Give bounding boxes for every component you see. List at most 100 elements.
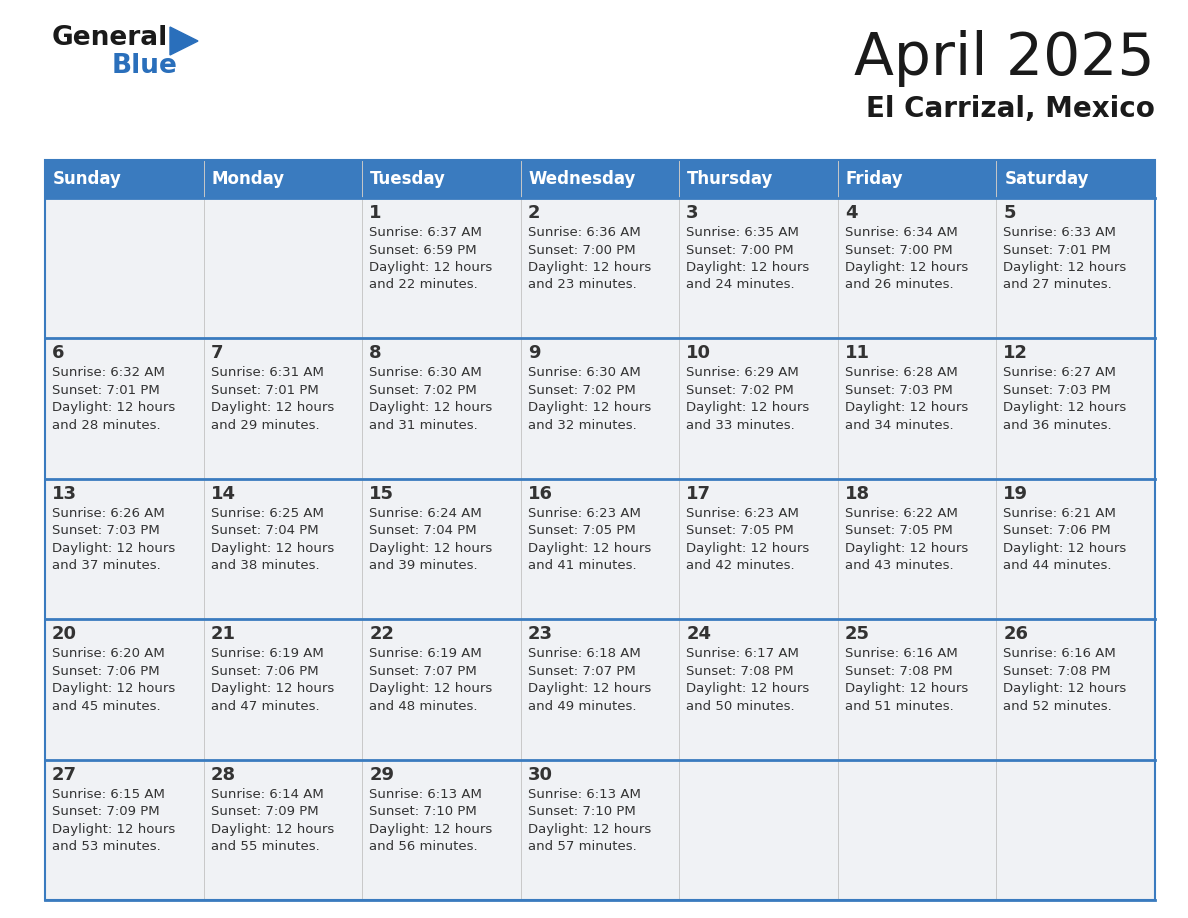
Text: Sunrise: 6:37 AM: Sunrise: 6:37 AM: [369, 226, 482, 239]
Text: and 57 minutes.: and 57 minutes.: [527, 840, 637, 853]
Bar: [203, 479, 362, 620]
Text: Sunset: 7:10 PM: Sunset: 7:10 PM: [369, 805, 476, 818]
Text: Sunrise: 6:14 AM: Sunrise: 6:14 AM: [210, 788, 323, 800]
Text: Daylight: 12 hours: Daylight: 12 hours: [1004, 542, 1126, 554]
Text: 17: 17: [687, 485, 712, 503]
Text: Sunrise: 6:13 AM: Sunrise: 6:13 AM: [527, 788, 640, 800]
Bar: [362, 339, 520, 479]
Text: Sunrise: 6:31 AM: Sunrise: 6:31 AM: [210, 366, 323, 379]
Text: Sunset: 7:03 PM: Sunset: 7:03 PM: [845, 384, 953, 397]
Text: Sunrise: 6:22 AM: Sunrise: 6:22 AM: [845, 507, 958, 520]
Text: 11: 11: [845, 344, 870, 363]
Bar: [362, 479, 520, 620]
Text: and 41 minutes.: and 41 minutes.: [527, 559, 637, 572]
Text: Sunset: 7:07 PM: Sunset: 7:07 PM: [527, 665, 636, 677]
Bar: [997, 620, 1155, 759]
Text: Sunset: 7:08 PM: Sunset: 7:08 PM: [1004, 665, 1111, 677]
Text: Daylight: 12 hours: Daylight: 12 hours: [52, 682, 176, 695]
Text: Daylight: 12 hours: Daylight: 12 hours: [1004, 261, 1126, 274]
Text: 22: 22: [369, 625, 394, 644]
Text: Daylight: 12 hours: Daylight: 12 hours: [210, 823, 334, 835]
Text: Daylight: 12 hours: Daylight: 12 hours: [369, 261, 492, 274]
Bar: [838, 339, 997, 479]
Text: Sunset: 7:05 PM: Sunset: 7:05 PM: [527, 524, 636, 537]
Text: Sunset: 7:06 PM: Sunset: 7:06 PM: [1004, 524, 1111, 537]
Text: Sunset: 7:00 PM: Sunset: 7:00 PM: [845, 243, 953, 256]
Bar: [45, 160, 1155, 900]
Bar: [45, 620, 203, 759]
Text: Sunrise: 6:36 AM: Sunrise: 6:36 AM: [527, 226, 640, 239]
Text: Sunrise: 6:35 AM: Sunrise: 6:35 AM: [687, 226, 800, 239]
Text: Daylight: 12 hours: Daylight: 12 hours: [1004, 682, 1126, 695]
Text: 16: 16: [527, 485, 552, 503]
Text: Sunrise: 6:34 AM: Sunrise: 6:34 AM: [845, 226, 958, 239]
Text: Sunset: 7:05 PM: Sunset: 7:05 PM: [687, 524, 794, 537]
Text: Friday: Friday: [846, 170, 904, 188]
Text: Sunset: 7:04 PM: Sunset: 7:04 PM: [369, 524, 476, 537]
Bar: [362, 620, 520, 759]
Text: 8: 8: [369, 344, 381, 363]
Text: Sunrise: 6:16 AM: Sunrise: 6:16 AM: [1004, 647, 1117, 660]
Text: Daylight: 12 hours: Daylight: 12 hours: [527, 261, 651, 274]
Text: 1: 1: [369, 204, 381, 222]
Text: 7: 7: [210, 344, 223, 363]
Text: 19: 19: [1004, 485, 1029, 503]
Bar: [997, 479, 1155, 620]
Text: Sunrise: 6:21 AM: Sunrise: 6:21 AM: [1004, 507, 1117, 520]
Text: Sunset: 7:09 PM: Sunset: 7:09 PM: [52, 805, 159, 818]
Text: 21: 21: [210, 625, 235, 644]
Bar: [680, 620, 838, 759]
Bar: [997, 160, 1155, 198]
Text: Sunrise: 6:30 AM: Sunrise: 6:30 AM: [527, 366, 640, 379]
Text: and 38 minutes.: and 38 minutes.: [210, 559, 320, 572]
Text: Sunset: 7:03 PM: Sunset: 7:03 PM: [52, 524, 159, 537]
Text: and 55 minutes.: and 55 minutes.: [210, 840, 320, 853]
Text: 23: 23: [527, 625, 552, 644]
Text: Thursday: Thursday: [688, 170, 773, 188]
Bar: [45, 160, 203, 198]
Text: and 52 minutes.: and 52 minutes.: [1004, 700, 1112, 712]
Bar: [838, 620, 997, 759]
Text: Daylight: 12 hours: Daylight: 12 hours: [52, 823, 176, 835]
Text: Daylight: 12 hours: Daylight: 12 hours: [845, 682, 968, 695]
Text: 29: 29: [369, 766, 394, 784]
Text: 30: 30: [527, 766, 552, 784]
Bar: [520, 198, 680, 339]
Bar: [680, 339, 838, 479]
Text: Sunrise: 6:16 AM: Sunrise: 6:16 AM: [845, 647, 958, 660]
Text: Sunrise: 6:27 AM: Sunrise: 6:27 AM: [1004, 366, 1117, 379]
Text: and 37 minutes.: and 37 minutes.: [52, 559, 160, 572]
Text: Daylight: 12 hours: Daylight: 12 hours: [527, 682, 651, 695]
Text: April 2025: April 2025: [854, 30, 1155, 87]
Text: and 36 minutes.: and 36 minutes.: [1004, 419, 1112, 431]
Text: Sunrise: 6:28 AM: Sunrise: 6:28 AM: [845, 366, 958, 379]
Text: Sunrise: 6:23 AM: Sunrise: 6:23 AM: [527, 507, 640, 520]
Bar: [362, 759, 520, 900]
Text: Sunset: 6:59 PM: Sunset: 6:59 PM: [369, 243, 476, 256]
Text: and 45 minutes.: and 45 minutes.: [52, 700, 160, 712]
Text: and 29 minutes.: and 29 minutes.: [210, 419, 320, 431]
Text: and 53 minutes.: and 53 minutes.: [52, 840, 160, 853]
Text: Sunrise: 6:33 AM: Sunrise: 6:33 AM: [1004, 226, 1117, 239]
Text: and 23 minutes.: and 23 minutes.: [527, 278, 637, 292]
Text: Daylight: 12 hours: Daylight: 12 hours: [527, 401, 651, 414]
Bar: [680, 160, 838, 198]
Text: 6: 6: [52, 344, 64, 363]
Text: and 43 minutes.: and 43 minutes.: [845, 559, 954, 572]
Bar: [362, 160, 520, 198]
Bar: [838, 160, 997, 198]
Bar: [520, 620, 680, 759]
Bar: [680, 198, 838, 339]
Polygon shape: [170, 27, 198, 55]
Text: and 24 minutes.: and 24 minutes.: [687, 278, 795, 292]
Text: and 48 minutes.: and 48 minutes.: [369, 700, 478, 712]
Text: and 51 minutes.: and 51 minutes.: [845, 700, 954, 712]
Bar: [203, 339, 362, 479]
Text: Daylight: 12 hours: Daylight: 12 hours: [52, 542, 176, 554]
Text: Sunrise: 6:25 AM: Sunrise: 6:25 AM: [210, 507, 323, 520]
Text: Daylight: 12 hours: Daylight: 12 hours: [369, 542, 492, 554]
Bar: [203, 759, 362, 900]
Text: Sunrise: 6:32 AM: Sunrise: 6:32 AM: [52, 366, 165, 379]
Text: and 31 minutes.: and 31 minutes.: [369, 419, 478, 431]
Text: 24: 24: [687, 625, 712, 644]
